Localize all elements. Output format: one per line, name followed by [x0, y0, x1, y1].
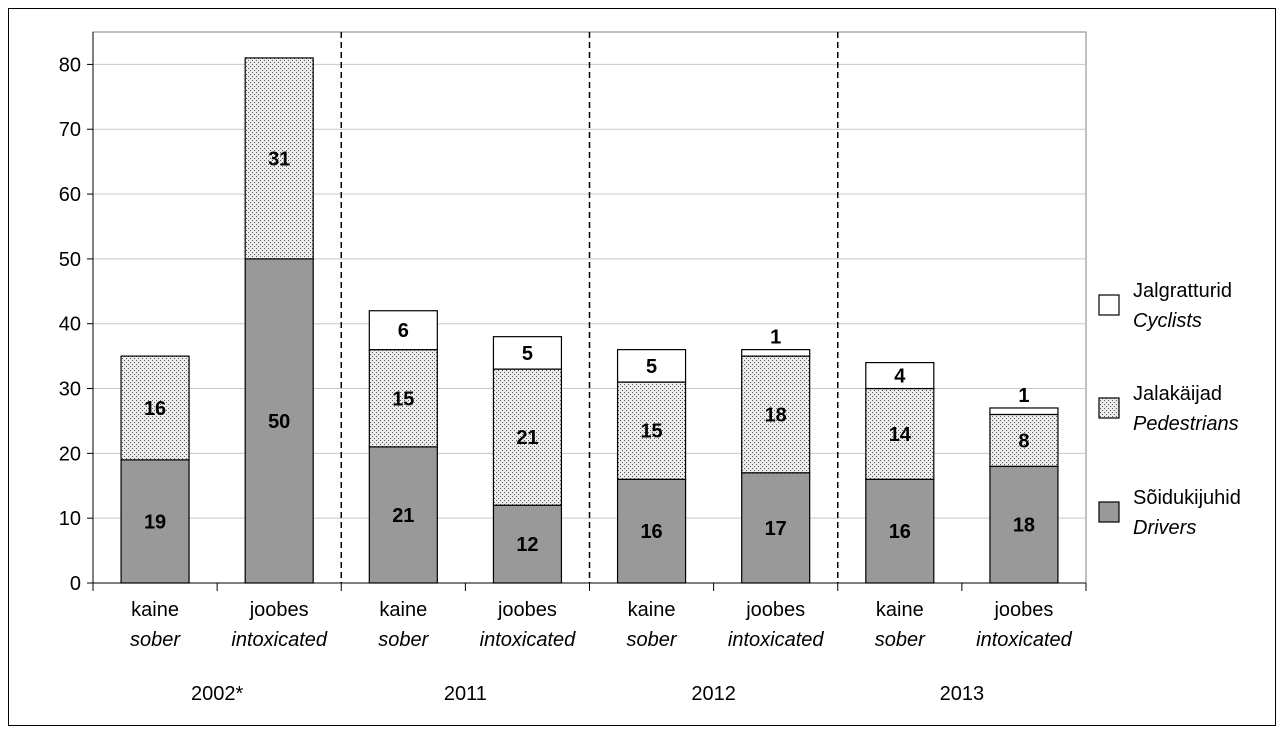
data-label: 17	[765, 518, 787, 540]
y-tick-label: 10	[59, 508, 81, 530]
legend-swatch-drivers	[1098, 501, 1120, 523]
bar-cyclists	[741, 349, 811, 357]
x-category-label: joobes	[249, 599, 309, 621]
legend-label: Sõidukijuhid	[1133, 487, 1241, 509]
data-label: 8	[1018, 430, 1029, 452]
data-label: 1	[1018, 385, 1029, 407]
bar-cyclists	[368, 310, 438, 351]
bar-pedestrians	[244, 57, 314, 260]
legend-label-en: Cyclists	[1133, 310, 1202, 332]
bar-pedestrians	[492, 368, 563, 506]
data-label: 16	[640, 521, 662, 543]
x-category-label: kaine	[131, 599, 179, 621]
x-category-label: joobes	[993, 599, 1053, 621]
bar-pedestrians	[989, 413, 1059, 467]
legend-swatch-cyclists	[1098, 294, 1120, 316]
x-group-label: 2012	[691, 683, 736, 705]
bar-cyclists	[616, 349, 687, 383]
bar-cyclists	[989, 407, 1059, 416]
data-label: 21	[392, 505, 414, 527]
data-label: 6	[398, 320, 409, 342]
x-group-label: 2013	[940, 683, 985, 705]
x-category-label-en: intoxicated	[728, 629, 824, 651]
bar-drivers	[244, 258, 314, 584]
bar-pedestrians	[616, 381, 687, 480]
data-label: 15	[640, 421, 662, 443]
y-tick-label: 70	[59, 119, 81, 141]
data-label: 4	[894, 366, 906, 388]
bar-cyclists	[865, 362, 935, 390]
x-category-label: joobes	[497, 599, 557, 621]
bar-drivers	[865, 478, 935, 584]
y-tick-label: 30	[59, 379, 81, 401]
data-label: 16	[144, 398, 166, 420]
x-category-label-en: intoxicated	[231, 629, 327, 651]
y-tick-label: 0	[70, 573, 81, 595]
data-label: 12	[516, 534, 538, 556]
x-group-label: 2011	[444, 683, 487, 705]
bar-pedestrians	[865, 387, 935, 480]
data-label: 18	[1013, 515, 1035, 537]
data-label: 5	[646, 356, 657, 378]
bar-drivers	[368, 446, 438, 584]
x-category-label: kaine	[876, 599, 924, 621]
data-label: 5	[522, 343, 533, 365]
x-category-label-en: sober	[130, 629, 181, 651]
x-category-label: kaine	[628, 599, 676, 621]
x-category-label-en: intoxicated	[976, 629, 1072, 651]
legend-label: Jalakäijad	[1133, 383, 1222, 405]
data-label: 18	[765, 404, 787, 426]
legend-label-en: Pedestrians	[1133, 413, 1239, 435]
legend-swatch-pedestrians	[1098, 397, 1120, 419]
data-label: 50	[268, 411, 290, 433]
bar-pedestrians	[120, 355, 190, 461]
x-category-label-en: intoxicated	[480, 629, 576, 651]
bar-drivers	[616, 478, 687, 584]
data-label: 14	[889, 424, 912, 446]
data-label: 31	[268, 148, 290, 170]
data-label: 15	[392, 388, 414, 410]
bar-cyclists	[492, 336, 563, 370]
y-tick-label: 20	[59, 443, 81, 465]
bar-drivers	[492, 504, 563, 584]
y-tick-label: 40	[59, 314, 81, 336]
x-category-label-en: sober	[875, 629, 926, 651]
legend-label: Jalgratturid	[1133, 280, 1232, 302]
data-label: 21	[516, 427, 538, 449]
bar-drivers	[741, 472, 811, 584]
y-tick-label: 50	[59, 249, 81, 271]
y-tick-label: 80	[59, 54, 81, 76]
bar-drivers	[989, 465, 1059, 584]
data-label: 16	[889, 521, 911, 543]
data-label: 19	[144, 511, 166, 533]
legend-label-en: Drivers	[1133, 517, 1196, 539]
x-group-label: 2002*	[191, 683, 243, 705]
x-category-label-en: sober	[627, 629, 678, 651]
y-tick-label: 60	[59, 184, 81, 206]
data-label: 1	[770, 327, 781, 349]
x-category-label: kaine	[379, 599, 427, 621]
bar-drivers	[120, 459, 190, 584]
x-category-label-en: sober	[378, 629, 429, 651]
x-category-label: joobes	[745, 599, 805, 621]
